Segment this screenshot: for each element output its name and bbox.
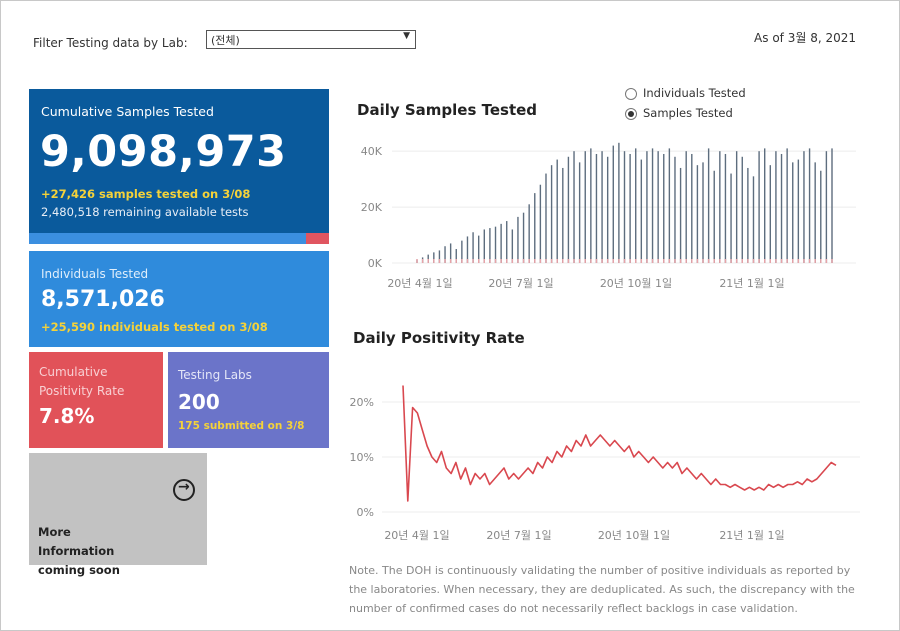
x-tick-label: 20년 7월 1일 — [488, 276, 553, 290]
card-value: 9,098,973 — [40, 127, 287, 177]
usage-bar — [29, 233, 329, 244]
card-title: Testing Labs — [178, 368, 252, 382]
positivity-line — [402, 385, 837, 502]
cumulative-samples-card: Cumulative Samples Tested 9,098,973 +27,… — [29, 89, 329, 244]
radio-individuals-tested[interactable]: Individuals Tested — [625, 86, 746, 106]
card-title: Cumulative Positivity Rate — [39, 365, 125, 398]
x-tick-label: 20년 4월 1일 — [384, 528, 449, 542]
filter-label: Filter Testing data by Lab: — [33, 36, 188, 50]
x-tick-label: 20년 4월 1일 — [387, 276, 452, 290]
y-tick-label: 40K — [361, 145, 383, 158]
radio-label: Individuals Tested — [643, 86, 746, 100]
card-title: Cumulative Samples Tested — [41, 104, 214, 119]
x-tick-label: 20년 10월 1일 — [600, 276, 672, 290]
individuals-tested-card: Individuals Tested 8,571,026 +25,590 ind… — [29, 251, 329, 347]
daily-samples-title: Daily Samples Tested — [357, 101, 538, 119]
x-tick-label: 20년 7월 1일 — [486, 528, 551, 542]
card-value: 7.8% — [39, 404, 95, 428]
card-value: 200 — [178, 390, 220, 414]
metric-radio-group: Individuals Tested Samples Tested — [625, 86, 746, 126]
more-information-label: More Information coming soon — [38, 523, 148, 580]
lab-filter-value: (전체) — [211, 34, 240, 47]
more-information-text: More Information coming soon — [38, 525, 120, 577]
y-tick-label: 20% — [350, 396, 374, 409]
y-tick-label: 0K — [368, 257, 383, 270]
radio-label: Samples Tested — [643, 106, 733, 120]
individuals-added: +25,590 individuals tested on 3/08 — [41, 320, 268, 334]
as-of-date: As of 3월 8, 2021 — [754, 31, 856, 45]
labs-submitted: 175 submitted on 3/8 — [178, 420, 305, 432]
remaining-bar-segment — [305, 233, 329, 244]
positivity-title: Daily Positivity Rate — [353, 329, 525, 347]
positivity-rate-card: Cumulative Positivity Rate 7.8% — [29, 352, 163, 448]
card-value: 8,571,026 — [41, 287, 165, 312]
radio-button-icon[interactable] — [625, 88, 637, 100]
samples-added: +27,426 samples tested on 3/08 — [41, 187, 251, 201]
note-text: Note. The DOH is continuously validating… — [349, 564, 855, 615]
card-title: Individuals Tested — [41, 267, 149, 281]
y-tick-label: 0% — [357, 506, 374, 519]
radio-samples-tested[interactable]: Samples Tested — [625, 106, 746, 126]
radio-button-selected-icon[interactable] — [625, 108, 637, 120]
x-tick-label: 20년 10월 1일 — [598, 528, 670, 542]
y-tick-label: 10% — [350, 451, 374, 464]
more-information-card[interactable]: → More Information coming soon — [29, 453, 207, 577]
x-tick-label: 21년 1월 1일 — [719, 528, 784, 542]
lab-filter-select[interactable]: (전체) ▼ — [206, 30, 416, 49]
chevron-down-icon: ▼ — [403, 31, 410, 41]
testing-labs-card: Testing Labs 200 175 submitted on 3/8 — [168, 352, 329, 448]
y-tick-label: 20K — [361, 201, 383, 214]
remaining-tests: 2,480,518 remaining available tests — [41, 205, 249, 219]
x-tick-label: 21년 1월 1일 — [719, 276, 784, 290]
arrow-right-circle-icon[interactable]: → — [173, 479, 195, 501]
